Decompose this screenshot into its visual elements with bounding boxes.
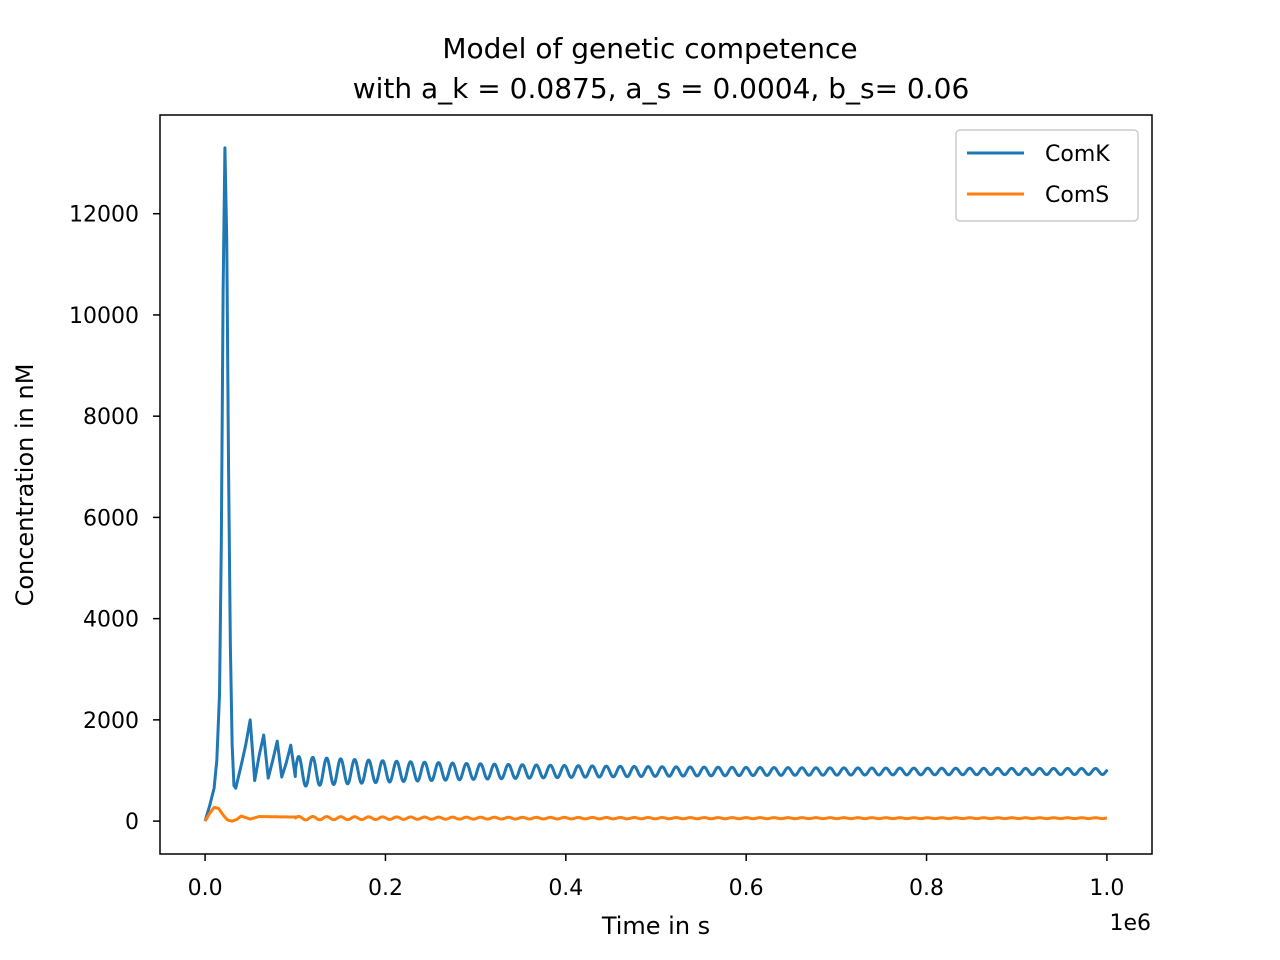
chart-subtitle: with a_k = 0.0875, a_s = 0.0004, b_s= 0.… [353, 72, 970, 105]
legend-label-comk: ComK [1045, 142, 1110, 167]
x-axis-offset-label: 1e6 [1109, 911, 1151, 936]
y-tick-label: 8000 [83, 405, 139, 430]
y-axis: 0 2000 4000 6000 8000 10000 12000 [69, 203, 160, 835]
x-axis-label: Time in s [601, 912, 710, 940]
series-line-coms [203, 805, 1109, 823]
x-axis: 0.0 0.2 0.4 0.6 0.8 1.0 [188, 854, 1124, 901]
x-tick-label: 0.6 [729, 876, 764, 901]
x-tick-label: 0.8 [909, 876, 944, 901]
legend-label-coms: ComS [1045, 183, 1109, 208]
plot-frame [159, 114, 1153, 855]
y-tick-label: 6000 [83, 506, 139, 531]
y-tick-label: 10000 [69, 304, 139, 329]
series-line-comk [203, 146, 1109, 822]
series-layer [203, 146, 1109, 823]
y-tick-label: 2000 [83, 709, 139, 734]
legend: ComK ComS [955, 129, 1139, 222]
x-tick-label: 0.0 [188, 876, 223, 901]
x-tick-label: 1.0 [1089, 876, 1124, 901]
y-axis-label: Concentration in nM [11, 364, 39, 607]
y-tick-label: 0 [125, 810, 139, 835]
x-tick-label: 0.4 [548, 876, 583, 901]
y-tick-label: 12000 [69, 203, 139, 228]
chart-title: Model of genetic competence [442, 32, 857, 65]
y-tick-label: 4000 [83, 608, 139, 633]
x-tick-label: 0.2 [368, 876, 403, 901]
